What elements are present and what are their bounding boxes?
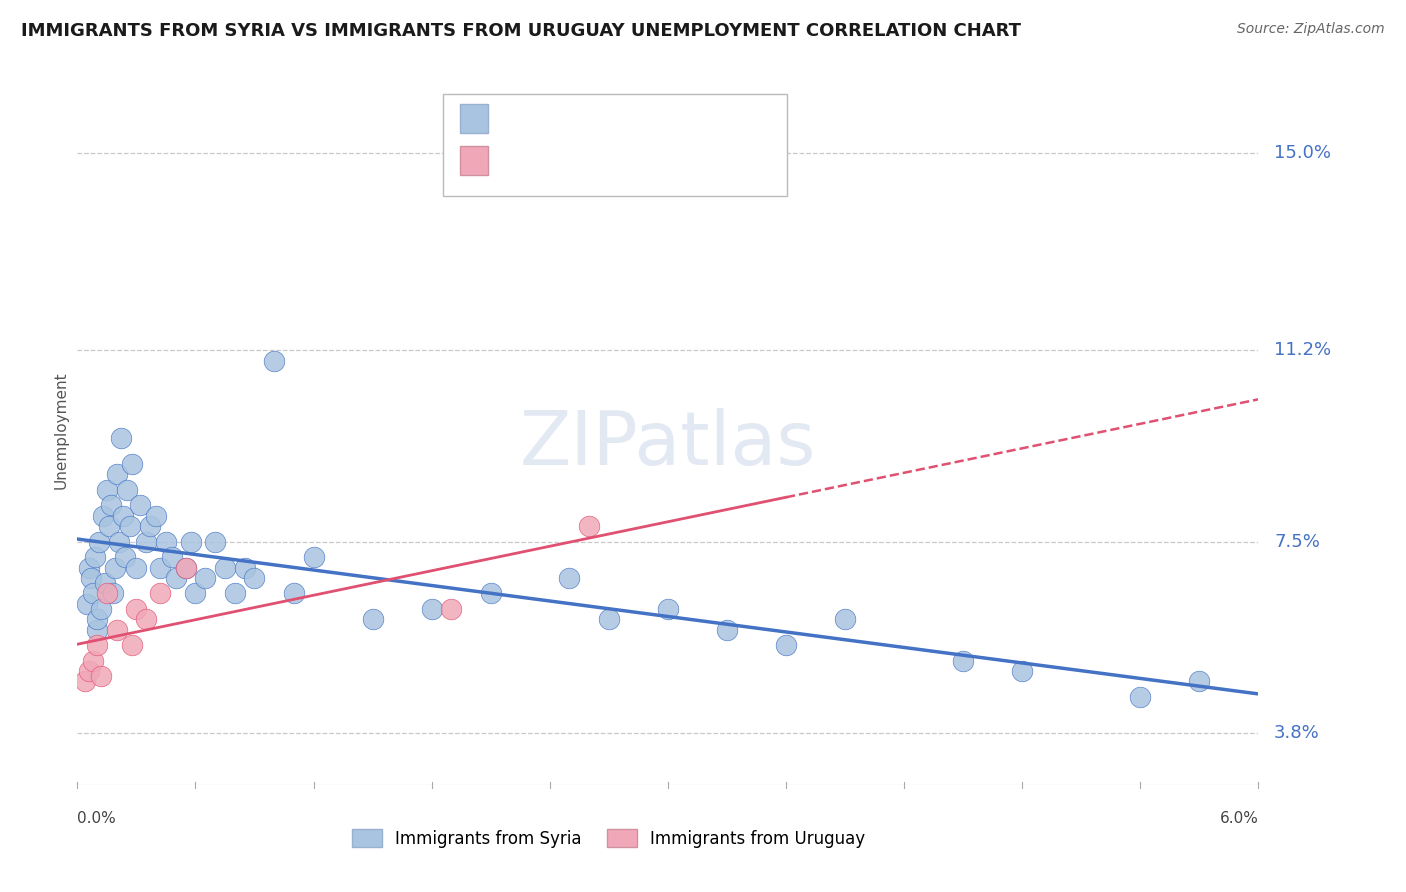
Text: 11.2%: 11.2%	[1274, 341, 1331, 359]
Point	[233, 560, 256, 574]
Point	[1129, 690, 1152, 704]
Point	[77, 664, 100, 678]
Text: ZIPatlas: ZIPatlas	[520, 408, 815, 481]
Text: 6.0%: 6.0%	[1219, 811, 1258, 826]
Text: 7.5%: 7.5%	[1274, 533, 1320, 550]
Point	[657, 602, 679, 616]
Point	[104, 560, 127, 574]
Point	[84, 550, 107, 565]
Point	[165, 571, 187, 585]
Point	[91, 508, 114, 523]
Point	[77, 560, 100, 574]
Point	[139, 519, 162, 533]
Legend: Immigrants from Syria, Immigrants from Uruguay: Immigrants from Syria, Immigrants from U…	[346, 822, 872, 855]
Point	[598, 612, 620, 626]
Point	[174, 560, 197, 574]
Text: 0.0%: 0.0%	[77, 811, 117, 826]
Point	[952, 654, 974, 668]
Point	[76, 597, 98, 611]
Point	[110, 431, 132, 445]
Point	[361, 612, 384, 626]
Point	[75, 674, 97, 689]
Point	[94, 576, 117, 591]
Point	[194, 571, 217, 585]
Point	[80, 571, 103, 585]
Text: R = -0.064   N = 58: R = -0.064 N = 58	[496, 110, 686, 128]
Point	[204, 534, 226, 549]
Point	[578, 519, 600, 533]
Point	[121, 638, 143, 652]
Text: Source: ZipAtlas.com: Source: ZipAtlas.com	[1237, 22, 1385, 37]
Point	[125, 602, 148, 616]
Point	[111, 508, 134, 523]
Y-axis label: Unemployment: Unemployment	[53, 372, 69, 489]
Text: IMMIGRANTS FROM SYRIA VS IMMIGRANTS FROM URUGUAY UNEMPLOYMENT CORRELATION CHART: IMMIGRANTS FROM SYRIA VS IMMIGRANTS FROM…	[21, 22, 1021, 40]
Text: 3.8%: 3.8%	[1274, 724, 1320, 742]
Point	[121, 457, 143, 471]
Point	[1011, 664, 1033, 678]
Point	[125, 560, 148, 574]
Point	[86, 612, 108, 626]
Point	[90, 602, 112, 616]
Point	[105, 623, 128, 637]
Point	[87, 534, 110, 549]
Text: 15.0%: 15.0%	[1274, 145, 1331, 162]
Point	[243, 571, 266, 585]
Point	[115, 483, 138, 497]
Point	[105, 467, 128, 482]
Point	[114, 550, 136, 565]
Point	[1188, 674, 1211, 689]
Point	[149, 560, 172, 574]
Point	[82, 586, 104, 600]
Point	[155, 534, 177, 549]
Point	[96, 483, 118, 497]
Point	[90, 669, 112, 683]
Point	[145, 508, 167, 523]
Point	[716, 623, 738, 637]
Point	[283, 586, 305, 600]
Point	[135, 534, 157, 549]
Point	[96, 586, 118, 600]
Point	[86, 638, 108, 652]
Point	[82, 654, 104, 668]
Point	[149, 586, 172, 600]
Text: R =  0.303   N = 14: R = 0.303 N = 14	[496, 152, 686, 169]
Point	[100, 499, 122, 513]
Point	[214, 560, 236, 574]
Point	[302, 550, 325, 565]
Point	[184, 586, 207, 600]
Point	[834, 612, 856, 626]
Point	[120, 519, 142, 533]
Point	[174, 560, 197, 574]
Point	[440, 602, 463, 616]
Point	[775, 638, 797, 652]
Point	[160, 550, 183, 565]
Point	[180, 534, 202, 549]
Point	[224, 586, 246, 600]
Point	[129, 499, 152, 513]
Point	[86, 623, 108, 637]
Point	[97, 519, 120, 533]
Point	[420, 602, 443, 616]
Point	[479, 586, 502, 600]
Point	[135, 612, 157, 626]
Point	[558, 571, 581, 585]
Point	[107, 534, 129, 549]
Point	[263, 353, 285, 368]
Point	[101, 586, 124, 600]
